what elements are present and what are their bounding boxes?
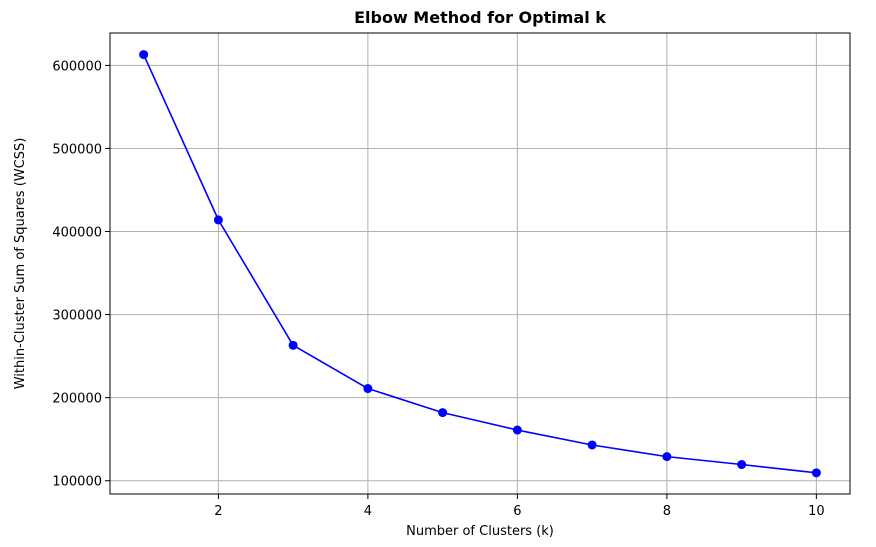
data-point-k8	[662, 452, 672, 462]
data-point-k10	[811, 468, 821, 478]
data-point-k6	[512, 425, 522, 435]
y-axis-title: Within-Cluster Sum of Squares (WCSS)	[13, 138, 28, 390]
data-point-k3	[288, 340, 298, 350]
y-tick-label: 500000	[52, 142, 102, 157]
x-tick-label: 4	[364, 504, 372, 519]
x-tick-label: 8	[663, 504, 671, 519]
data-point-k4	[363, 384, 373, 394]
data-point-k1	[139, 50, 149, 60]
y-tick-label: 100000	[52, 475, 102, 490]
y-tick-label: 200000	[52, 392, 102, 407]
x-tick-label: 6	[513, 504, 521, 519]
series-line	[142, 54, 817, 474]
x-tick-label: 2	[214, 504, 222, 519]
y-tick-label: 400000	[52, 226, 102, 241]
chart-title: Elbow Method for Optimal k	[354, 8, 606, 27]
data-point-k7	[587, 440, 597, 450]
x-axis-title: Number of Clusters (k)	[406, 524, 554, 539]
plot-area-frame	[109, 32, 851, 495]
series-layer	[139, 50, 821, 478]
axis-ticks: 2 4 6 8 10 100000 200000 300000 400000 500000 6000…	[52, 59, 824, 519]
x-tick-label: 10	[808, 504, 825, 519]
data-point-k2	[213, 215, 223, 225]
data-point-k5	[438, 408, 448, 418]
y-tick-label: 600000	[52, 59, 102, 74]
y-tick-label: 300000	[52, 309, 102, 324]
data-point-k9	[737, 460, 747, 470]
grid	[110, 33, 850, 494]
